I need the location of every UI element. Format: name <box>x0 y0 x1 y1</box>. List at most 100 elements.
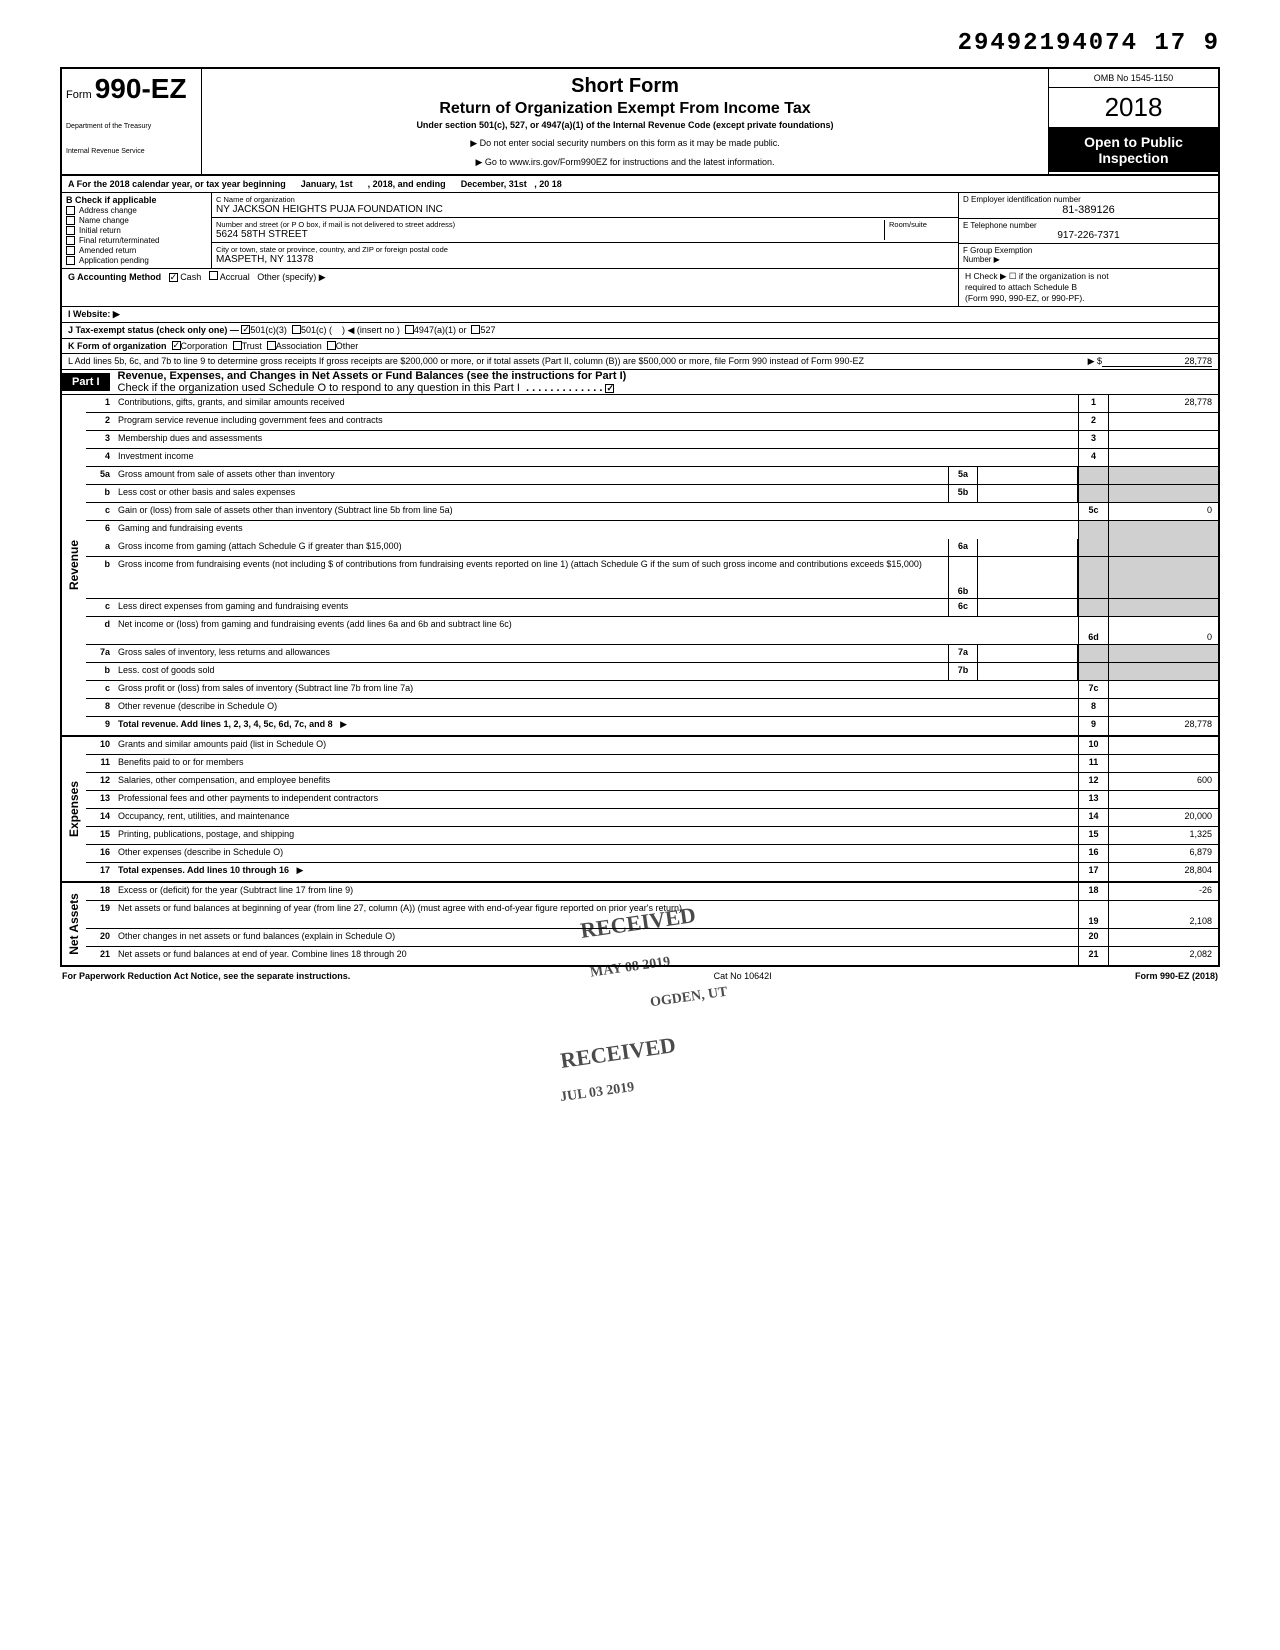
chk-application-pending[interactable] <box>66 256 75 265</box>
expenses-section: Expenses 10Grants and similar amounts pa… <box>60 737 1220 883</box>
stamp-date-2: JUL 03 2019 <box>559 1080 635 1106</box>
l2-rn: 2 <box>1078 413 1108 430</box>
stamp-ogden: OGDEN, UT <box>649 985 728 1012</box>
chk-accrual[interactable] <box>209 271 218 280</box>
l7b-rv <box>1108 663 1218 680</box>
l5c-rv: 0 <box>1108 503 1218 520</box>
l13-rv <box>1108 791 1218 808</box>
line-h-2: required to attach Schedule B <box>965 282 1212 293</box>
part-1-check-text: Check if the organization used Schedule … <box>118 382 520 394</box>
footer-left: For Paperwork Reduction Act Notice, see … <box>62 971 350 981</box>
chk-final-return[interactable] <box>66 236 75 245</box>
l20-rn: 20 <box>1078 929 1108 946</box>
form-header: Form 990-EZ Department of the Treasury I… <box>60 67 1220 176</box>
chk-other-org[interactable] <box>327 341 336 350</box>
line-a: A For the 2018 calendar year, or tax yea… <box>60 176 1220 193</box>
l13-desc: Professional fees and other payments to … <box>114 791 1078 808</box>
l6b-iv <box>978 557 1078 598</box>
opt-corporation: Corporation <box>181 341 228 351</box>
l16-num: 16 <box>86 845 114 862</box>
chk-501c3[interactable] <box>241 325 250 334</box>
l6b-rn <box>1078 557 1108 598</box>
part-1-tag: Part I <box>62 373 110 391</box>
net-assets-section: Net Assets 18Excess or (deficit) for the… <box>60 883 1220 967</box>
l5b-num: b <box>86 485 114 502</box>
chk-schedule-o[interactable] <box>605 384 614 393</box>
footer-center: Cat No 10642I <box>714 971 772 981</box>
l9-rv: 28,778 <box>1108 717 1218 735</box>
chk-amended-return[interactable] <box>66 246 75 255</box>
l14-rv: 20,000 <box>1108 809 1218 826</box>
l6d-num: d <box>86 617 114 644</box>
l5a-rn <box>1078 467 1108 484</box>
l2-desc: Program service revenue including govern… <box>114 413 1078 430</box>
l6c-iv <box>978 599 1078 616</box>
opt-amended-return: Amended return <box>79 246 136 255</box>
l21-rv: 2,082 <box>1108 947 1218 965</box>
note-url: ▶ Go to www.irs.gov/Form990EZ for instru… <box>208 157 1042 168</box>
line-l-value: 28,778 <box>1102 356 1212 367</box>
block-b-header: B Check if applicable <box>66 195 207 205</box>
l18-rv: -26 <box>1108 883 1218 900</box>
l12-num: 12 <box>86 773 114 790</box>
l8-desc: Other revenue (describe in Schedule O) <box>114 699 1078 716</box>
dept-treasury: Department of the Treasury <box>66 123 197 130</box>
l1-rv: 28,778 <box>1108 395 1218 412</box>
l19-desc: Net assets or fund balances at beginning… <box>114 901 1078 928</box>
chk-501c[interactable] <box>292 325 301 334</box>
part-1-header: Part I Revenue, Expenses, and Changes in… <box>60 370 1220 395</box>
l6d-rn: 6d <box>1078 617 1108 644</box>
l10-desc: Grants and similar amounts paid (list in… <box>114 737 1078 754</box>
website-label: I Website: ▶ <box>68 309 120 319</box>
chk-4947[interactable] <box>405 325 414 334</box>
l15-rv: 1,325 <box>1108 827 1218 844</box>
tax-exempt-label: J Tax-exempt status (check only one) — <box>68 325 239 336</box>
l16-desc: Other expenses (describe in Schedule O) <box>114 845 1078 862</box>
l21-num: 21 <box>86 947 114 965</box>
l4-rv <box>1108 449 1218 466</box>
room-label: Room/suite <box>889 220 954 229</box>
l1-num: 1 <box>86 395 114 412</box>
block-b: B Check if applicable Address change Nam… <box>62 193 212 268</box>
opt-other-method: Other (specify) ▶ <box>257 272 325 282</box>
opt-final-return: Final return/terminated <box>79 236 159 245</box>
side-expenses: Expenses <box>67 781 81 837</box>
l7a-iv <box>978 645 1078 662</box>
city-label: City or town, state or province, country… <box>216 245 954 254</box>
l6a-rv <box>1108 539 1218 556</box>
opt-association: Association <box>276 341 322 351</box>
line-h-3: (Form 990, 990-EZ, or 990-PF). <box>965 293 1212 304</box>
chk-initial-return[interactable] <box>66 226 75 235</box>
l6b-rv <box>1108 557 1218 598</box>
l11-desc: Benefits paid to or for members <box>114 755 1078 772</box>
phone-label: E Telephone number <box>963 221 1214 230</box>
l2-rv <box>1108 413 1218 430</box>
l5a-rv <box>1108 467 1218 484</box>
chk-trust[interactable] <box>233 341 242 350</box>
l5b-iv <box>978 485 1078 502</box>
line-k: K Form of organization Corporation Trust… <box>60 339 1220 354</box>
line-g: G Accounting Method Cash Accrual Other (… <box>62 269 958 306</box>
l5a-in: 5a <box>948 467 978 484</box>
l16-rn: 16 <box>1078 845 1108 862</box>
l7c-rn: 7c <box>1078 681 1108 698</box>
dept-irs: Internal Revenue Service <box>66 148 197 155</box>
chk-name-change[interactable] <box>66 216 75 225</box>
l17-rv: 28,804 <box>1108 863 1218 881</box>
chk-association[interactable] <box>267 341 276 350</box>
l6c-rn <box>1078 599 1108 616</box>
opt-trust: Trust <box>242 341 262 351</box>
l8-num: 8 <box>86 699 114 716</box>
l10-rv <box>1108 737 1218 754</box>
street-value: 5624 58TH STREET <box>216 229 884 240</box>
l12-desc: Salaries, other compensation, and employ… <box>114 773 1078 790</box>
part-1-title: Revenue, Expenses, and Changes in Net As… <box>118 370 627 382</box>
chk-527[interactable] <box>471 325 480 334</box>
l7b-rn <box>1078 663 1108 680</box>
chk-address-change[interactable] <box>66 206 75 215</box>
l5a-iv <box>978 467 1078 484</box>
chk-cash[interactable] <box>169 273 178 282</box>
l21-desc: Net assets or fund balances at end of ye… <box>114 947 1078 965</box>
chk-corporation[interactable] <box>172 341 181 350</box>
group-exemption-label: F Group Exemption <box>963 246 1214 255</box>
